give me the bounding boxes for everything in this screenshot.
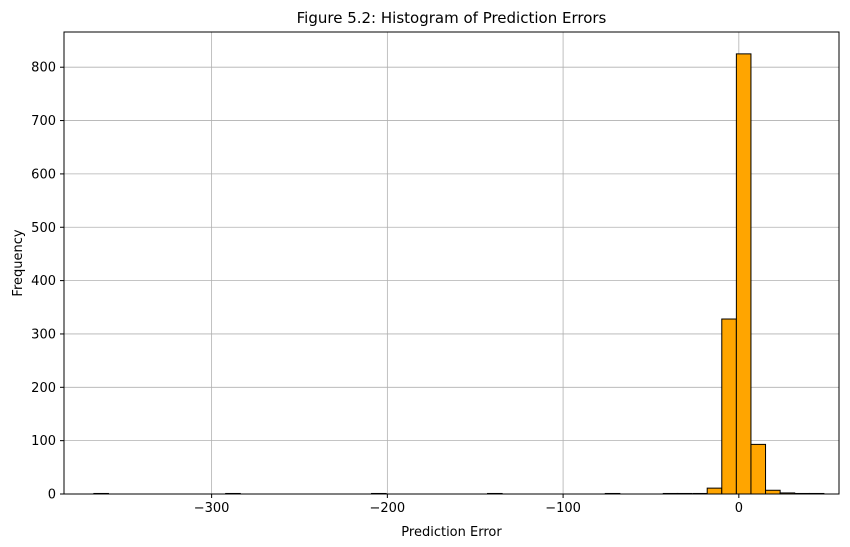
y-tick-label: 0 — [48, 488, 56, 503]
y-axis-ticks: 0 100 200 300 400 500 600 700 800 — [31, 61, 64, 503]
x-tick-label: −300 — [194, 501, 230, 516]
histogram-bar — [765, 489, 781, 495]
chart-title: Figure 5.2: Histogram of Prediction Erro… — [297, 9, 607, 27]
y-tick-label: 600 — [31, 167, 56, 182]
x-tick-label: −200 — [369, 501, 405, 516]
histogram-bar — [750, 443, 767, 495]
x-axis-label: Prediction Error — [401, 525, 502, 540]
y-tick-label: 500 — [31, 221, 56, 236]
y-tick-label: 100 — [31, 434, 56, 449]
histogram-bar — [735, 53, 752, 495]
x-axis-ticks: −300 −200 −100 0 — [194, 494, 743, 516]
histogram-bar — [721, 318, 737, 495]
x-tick-label: −100 — [545, 501, 581, 516]
x-tick-label: 0 — [735, 501, 743, 516]
histogram-bar — [706, 487, 723, 495]
y-tick-label: 300 — [31, 327, 56, 342]
grid-lines — [64, 32, 839, 495]
y-tick-label: 400 — [31, 274, 56, 289]
y-axis-label: Frequency — [11, 229, 26, 296]
y-tick-label: 800 — [31, 61, 56, 76]
axes-frame — [63, 31, 840, 495]
y-tick-label: 200 — [31, 381, 56, 396]
y-tick-label: 700 — [31, 114, 56, 129]
